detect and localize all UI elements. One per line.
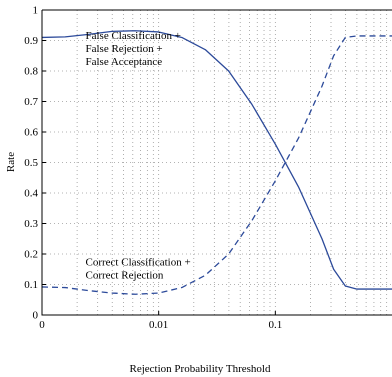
grid [42, 10, 392, 315]
y-tick-label: 0.8 [24, 66, 38, 78]
x-tick-label: 0 [39, 319, 45, 331]
annotation-line: False Rejection + [86, 43, 163, 55]
y-tick-label: 0.7 [24, 96, 38, 108]
y-axis: 0 0.1 0.2 0.3 0.4 0.5 0.6 0.7 0.8 0.9 1 [24, 5, 46, 322]
y-tick-label: 0.2 [24, 249, 38, 261]
y-tick-label: 0.3 [24, 218, 38, 230]
y-tick-label: 0.5 [24, 157, 38, 169]
x-tick-label: 0.1 [268, 319, 282, 331]
annotation-correct: Correct Classification + Correct Rejectio… [86, 256, 191, 281]
y-tick-label: 0.6 [24, 127, 38, 139]
x-tick-label: 0.01 [149, 319, 168, 331]
annotation-group: False Classification + False Rejection + F… [86, 30, 191, 281]
annotation-line: Correct Rejection [86, 269, 164, 281]
annotation-false: False Classification + False Rejection + F… [86, 30, 181, 68]
annotation-line: Correct Classification + [86, 256, 191, 268]
y-tick-label: 1 [33, 5, 39, 17]
x-axis-label: Rejection Probability Threshold [130, 363, 271, 375]
series-line-correct [41, 35, 392, 295]
y-axis-label: Rate [5, 152, 17, 172]
y-tick-label: 0 [33, 310, 39, 322]
annotation-line: False Acceptance [86, 56, 163, 68]
y-tick-label: 0.1 [24, 279, 38, 291]
y-tick-label: 0.9 [24, 35, 38, 47]
y-tick-label: 0.4 [24, 188, 38, 200]
series-line-false [41, 30, 392, 290]
annotation-line: False Classification + [86, 30, 181, 42]
axis-frame [41, 10, 392, 316]
series-group [41, 30, 392, 295]
